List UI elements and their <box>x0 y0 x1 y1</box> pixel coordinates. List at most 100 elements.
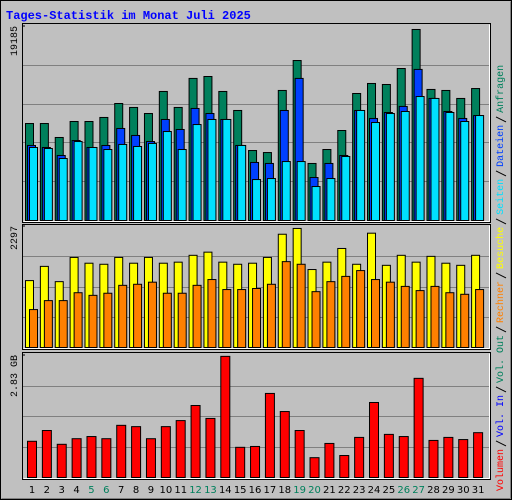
bar <box>445 292 455 348</box>
bar <box>252 288 262 349</box>
bar <box>400 110 410 221</box>
x-tick-label: 16 <box>249 485 262 496</box>
x-tick-label: 17 <box>264 485 277 496</box>
y-tick-label: 19185 <box>10 26 21 56</box>
bar <box>356 109 366 221</box>
x-tick-label: 8 <box>133 485 139 496</box>
legend-separator <box>495 272 507 279</box>
x-tick-label: 7 <box>118 485 124 496</box>
x-tick-label: 18 <box>278 485 291 496</box>
bar <box>192 124 202 221</box>
legend-entry: Anfragen <box>495 65 507 113</box>
x-tick-label: 22 <box>338 485 351 496</box>
bar <box>430 97 440 221</box>
bar <box>383 433 394 479</box>
legend-separator <box>495 326 507 333</box>
bar <box>341 275 351 348</box>
bar <box>222 118 232 221</box>
bar <box>43 148 53 222</box>
bar <box>237 144 247 221</box>
x-tick-label: 13 <box>204 485 217 496</box>
bar <box>458 439 469 478</box>
bar <box>41 430 52 478</box>
bar <box>385 113 395 221</box>
legend-entry: Seiten <box>495 179 507 215</box>
x-tick-label: 4 <box>73 485 79 496</box>
legend-separator <box>495 170 507 177</box>
legend: Volumen Vol. In Vol. Out Rechner Besuche Seit… <box>495 65 507 491</box>
bar <box>147 281 157 349</box>
bar <box>73 292 83 348</box>
bar <box>29 309 38 348</box>
legend-entry: Volumen <box>495 449 507 491</box>
x-tick-label: 9 <box>148 485 154 496</box>
bar <box>145 438 156 479</box>
bar <box>27 440 37 479</box>
x-tick-label: 19 <box>293 485 306 496</box>
bar <box>430 285 440 348</box>
bar <box>56 443 67 479</box>
bar <box>296 263 306 349</box>
bar <box>190 405 201 479</box>
bar <box>160 426 171 478</box>
bar <box>88 294 98 348</box>
x-tick-label: 28 <box>427 485 440 496</box>
x-tick-label: 11 <box>174 485 187 496</box>
bar <box>415 96 425 221</box>
legend-separator <box>495 386 507 393</box>
x-tick-label: 30 <box>457 485 470 496</box>
legend-separator <box>495 440 507 447</box>
bar <box>58 158 68 221</box>
x-tick-label: 29 <box>442 485 455 496</box>
bar <box>309 457 320 479</box>
bar <box>162 292 172 349</box>
bar <box>73 141 83 222</box>
bar <box>71 438 82 479</box>
bar <box>116 424 127 479</box>
bar <box>133 145 143 221</box>
bar <box>413 377 424 478</box>
bar <box>475 289 485 348</box>
bar <box>445 112 455 221</box>
bar <box>266 178 276 222</box>
bar <box>118 143 128 221</box>
bar <box>371 122 381 221</box>
legend-entry: Rechner <box>495 281 507 323</box>
bar <box>266 283 276 348</box>
x-tick-label: 14 <box>219 485 232 496</box>
bar <box>475 115 485 221</box>
bar <box>207 118 217 221</box>
bar <box>341 155 351 221</box>
bar <box>133 283 143 348</box>
bar <box>324 442 335 478</box>
bar <box>118 284 128 349</box>
x-tick-label: 27 <box>412 485 425 496</box>
bar <box>207 279 217 348</box>
bar <box>220 355 231 478</box>
legend-entry: Dateien <box>495 125 507 167</box>
bar <box>371 279 381 348</box>
bar <box>281 161 291 221</box>
legend-separator <box>495 218 507 225</box>
legend-entry: Vol. Out <box>495 335 507 383</box>
bar <box>473 432 484 478</box>
bar <box>443 436 454 479</box>
x-tick-label: 26 <box>397 485 410 496</box>
x-tick-label: 10 <box>159 485 172 496</box>
x-tick-label: 15 <box>234 485 247 496</box>
bar <box>43 300 53 348</box>
bar <box>415 290 425 348</box>
bar <box>29 146 38 221</box>
bar <box>296 161 306 221</box>
x-tick-label: 31 <box>472 485 485 496</box>
bar <box>281 261 291 349</box>
bar <box>294 430 305 478</box>
bar <box>147 142 157 221</box>
bar <box>58 300 68 348</box>
x-tick-label: 5 <box>88 485 94 496</box>
x-tick-label: 25 <box>383 485 396 496</box>
x-tick-label: 24 <box>368 485 381 496</box>
bar <box>162 131 172 221</box>
bar <box>339 455 350 478</box>
